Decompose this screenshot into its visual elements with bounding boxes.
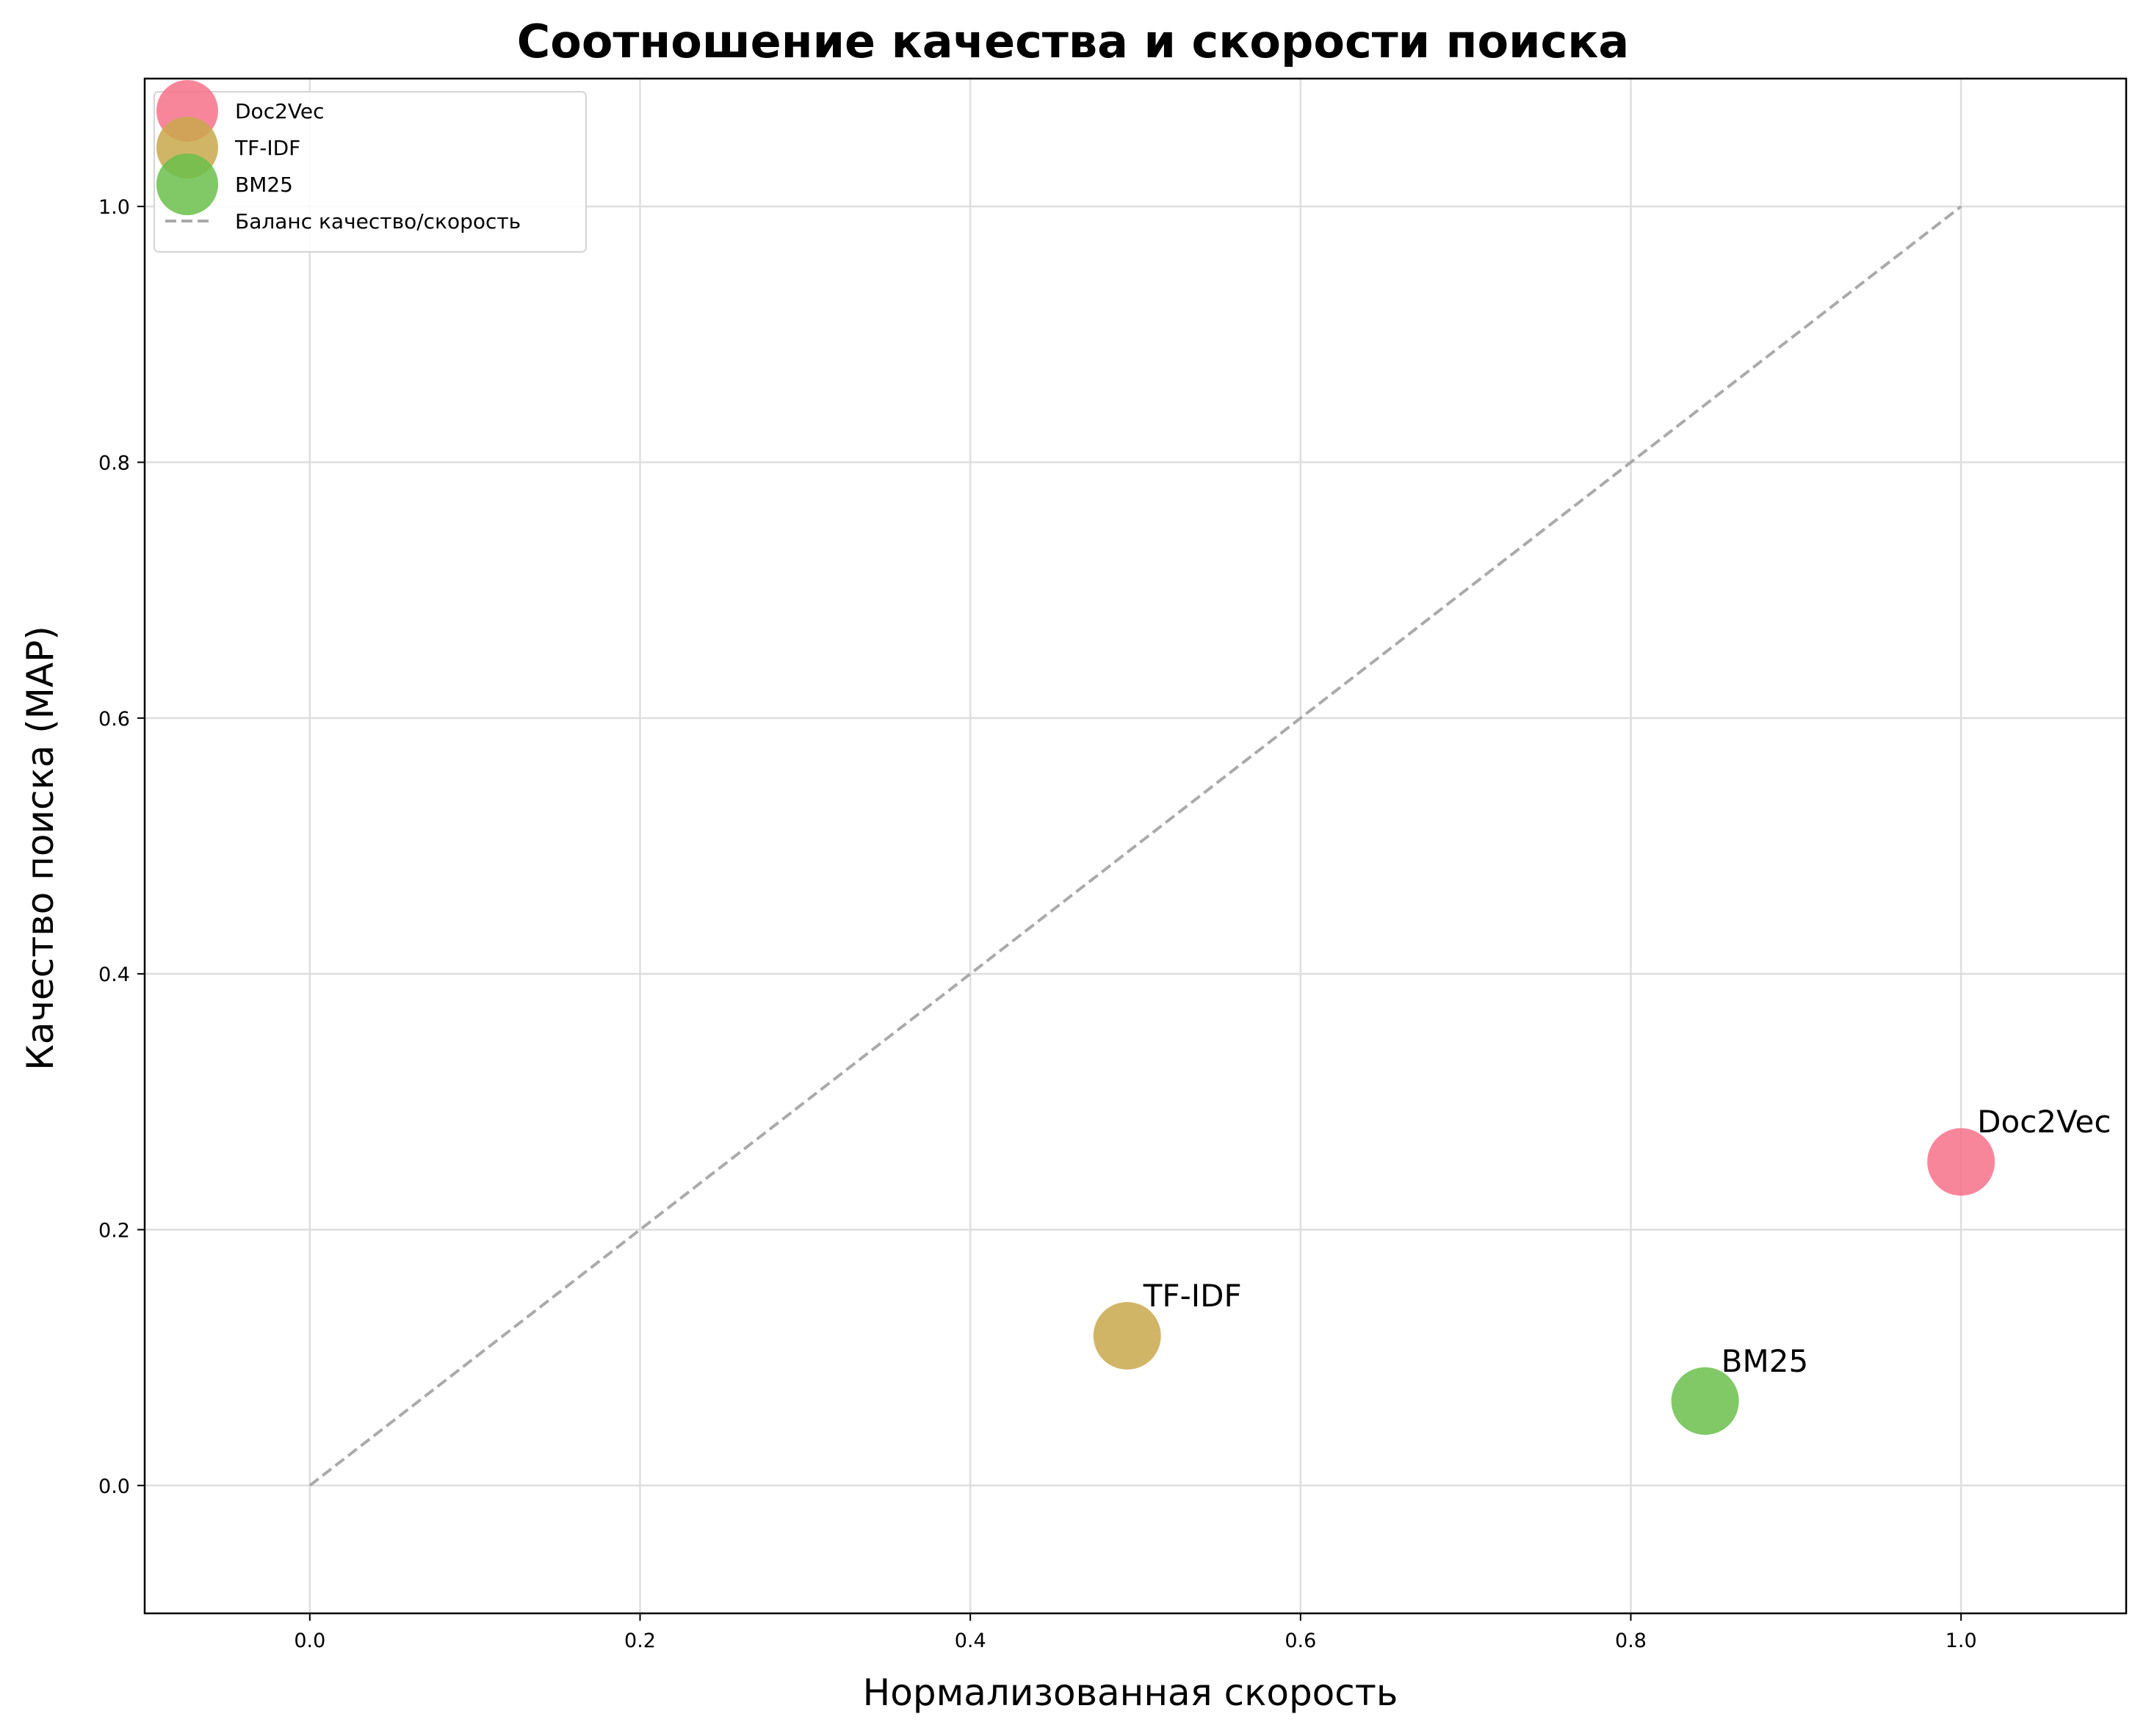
y-tick-label: 0.0 <box>98 1475 130 1498</box>
scatter-point <box>1671 1367 1739 1435</box>
scatter-point <box>1927 1128 1995 1196</box>
y-tick-label: 0.4 <box>98 963 130 986</box>
y-tick-label: 0.8 <box>98 452 130 475</box>
x-tick-label: 0.4 <box>955 1630 986 1652</box>
x-axis-label: Нормализованная скорость <box>863 1671 1398 1714</box>
reference-line-layer <box>308 205 1962 1487</box>
chart-title: Соотношение качества и скорости поиска <box>517 15 1629 68</box>
x-tick-label: 0.6 <box>1285 1630 1316 1652</box>
point-label: BM25 <box>1722 1343 1809 1379</box>
y-tick-label: 0.6 <box>98 708 130 731</box>
y-axis-label: Качество поиска (MAP) <box>19 626 62 1071</box>
point-label: Doc2Vec <box>1977 1104 2111 1140</box>
point-label: TF-IDF <box>1143 1278 1242 1314</box>
points-layer: Doc2Vec TF-IDF BM25 <box>1093 1104 2111 1435</box>
legend-box <box>153 91 587 253</box>
y-tick-label: 0.2 <box>98 1220 130 1243</box>
x-tick-label: 0.8 <box>1615 1630 1647 1652</box>
legend-label: Doc2Vec <box>235 99 325 123</box>
ticks-layer: 0.0 0.2 0.4 0.6 0.8 1.0 0.0 0.2 0.4 0.6 0.8 1.0 <box>98 196 1977 1652</box>
legend-label: Баланс качество/скорость <box>235 209 521 234</box>
legend: Doc2Vec TF-IDF BM25 Баланс качество/скорост… <box>153 80 587 253</box>
plot-frame <box>143 77 2128 1615</box>
scatter-point <box>1093 1302 1161 1370</box>
legend-label: BM25 <box>235 173 293 197</box>
legend-marker <box>156 153 218 215</box>
reference-line <box>308 205 1962 1487</box>
x-tick-label: 0.2 <box>624 1630 656 1652</box>
x-tick-label: 1.0 <box>1946 1630 1977 1652</box>
x-tick-label: 0.0 <box>294 1630 325 1652</box>
legend-label: TF-IDF <box>234 136 300 160</box>
y-tick-label: 1.0 <box>98 196 130 219</box>
